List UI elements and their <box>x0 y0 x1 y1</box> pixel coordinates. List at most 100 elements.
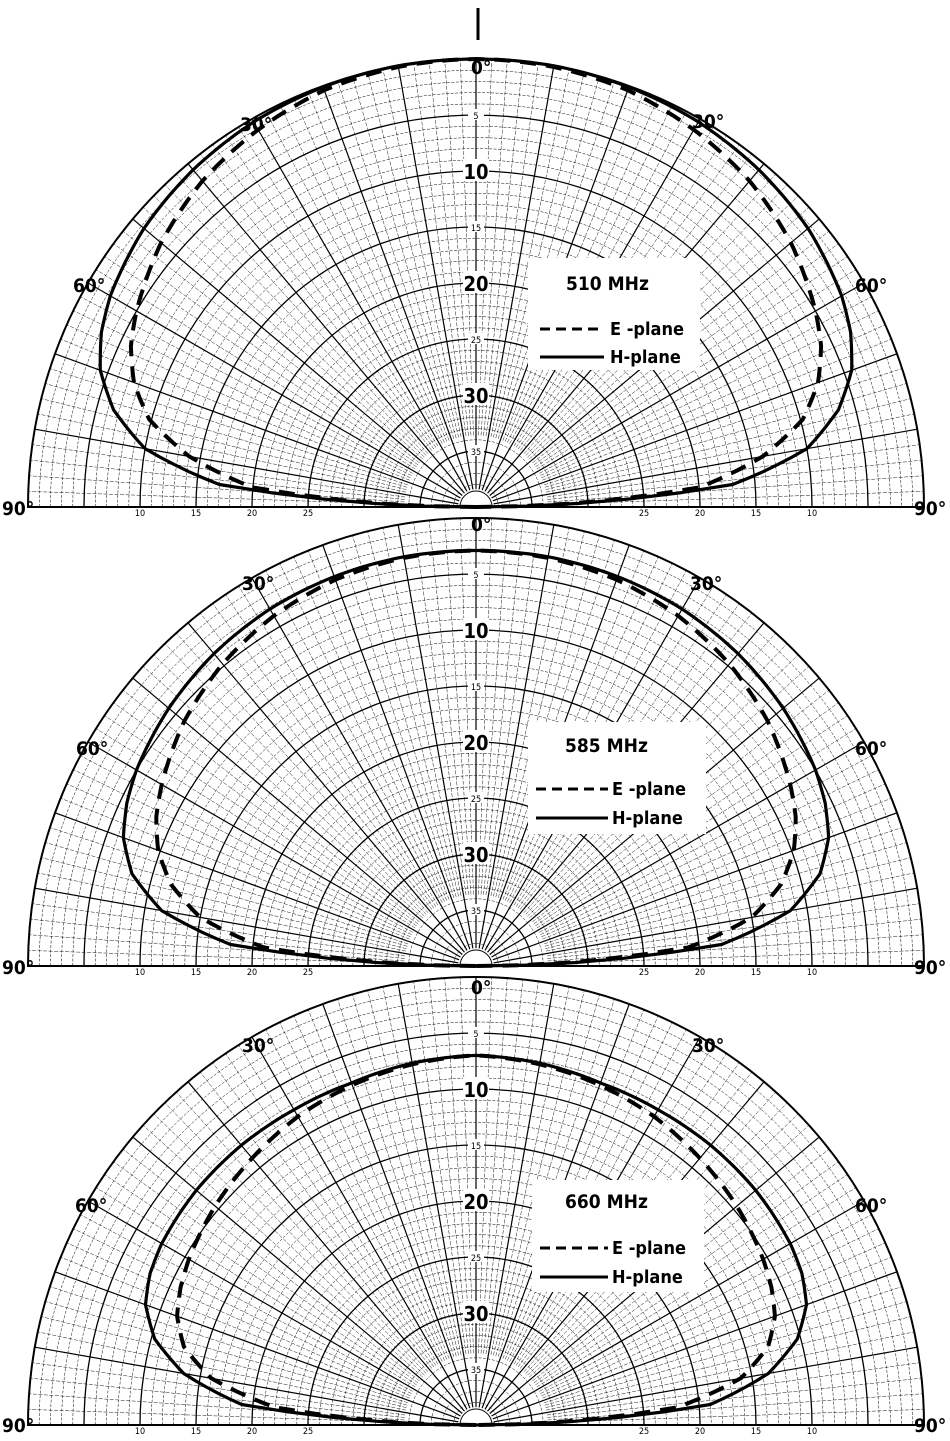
radial-tick-label: 35 <box>471 907 481 917</box>
grid-radial <box>397 983 474 1408</box>
radial-tick-bg <box>463 383 489 405</box>
grid-radial <box>478 524 555 949</box>
radial-tick-label: 15 <box>471 224 481 234</box>
polar-grid: 5 10 15 20 25 30 35 10 10 15 15 20 20 25 25 <box>26 58 926 519</box>
baseline-tick-label: 10 <box>135 509 145 519</box>
grid-radial <box>225 1053 437 1366</box>
grid-radial <box>539 296 872 474</box>
grid-radial <box>66 783 411 938</box>
grid-radial <box>413 63 467 437</box>
grid-radial <box>546 1331 915 1411</box>
radial-tick-label: 35 <box>471 448 481 458</box>
radial-tick-bg <box>463 1189 489 1211</box>
baseline-tick-label: 20 <box>247 509 257 519</box>
grid-radial <box>225 135 437 448</box>
radial-tick-bg <box>468 445 484 456</box>
grid-radial <box>212 144 435 450</box>
grid-radial <box>542 1256 892 1399</box>
grid-radial <box>478 983 555 1408</box>
grid-radial <box>212 603 435 909</box>
legend-h-plane-label: H-plane <box>612 1267 683 1288</box>
angle-label-30-right: 30° <box>690 573 722 595</box>
grid-radial <box>352 535 457 898</box>
grid-radial <box>73 310 412 476</box>
grid-radial <box>122 1149 420 1382</box>
grid-radial <box>483 520 524 895</box>
grid-radial <box>478 65 555 490</box>
grid-radial <box>142 207 423 460</box>
grid-radial <box>542 797 892 940</box>
polar-labels: 0° 30° 30° 60° 60° 90° 90° 585 MHz E -pl… <box>2 514 946 979</box>
radial-tick-label: 30 <box>463 1302 488 1326</box>
grid-radial <box>279 1022 445 1361</box>
grid-radial <box>238 1044 439 1365</box>
grid-radial <box>60 338 410 481</box>
radial-tick-bg <box>463 618 489 640</box>
baseline-tick-label: 25 <box>303 1427 313 1436</box>
grid-radial <box>60 1256 410 1399</box>
angle-label-0: 0° <box>471 57 491 79</box>
grid-radial <box>95 269 416 470</box>
grid-radial <box>307 1009 450 1359</box>
grid-radial <box>485 522 539 896</box>
angle-label-30-right: 30° <box>692 1035 724 1057</box>
grid-radial <box>493 428 918 505</box>
baseline-tick-label: 25 <box>639 1427 649 1436</box>
baseline-tick-label: 10 <box>135 1427 145 1436</box>
polar-labels: 0° 30° 30° 60° 60° 90° 90° 660 MHz E -pl… <box>2 977 946 1437</box>
grid-radial <box>200 153 433 451</box>
grid-radial <box>337 998 455 1357</box>
grid-radial <box>544 368 903 486</box>
grid-radial <box>29 475 405 503</box>
legend-h-plane-label: H-plane <box>610 347 681 368</box>
grid-radial <box>49 1286 408 1404</box>
grid-radial <box>30 1377 405 1418</box>
radial-tick-bg <box>463 1077 489 1099</box>
grid-radial <box>492 1271 898 1420</box>
grid-radial <box>546 413 915 493</box>
grid-radial <box>493 72 585 438</box>
grid-radial <box>34 428 459 505</box>
grid-radial <box>493 531 585 897</box>
grid-circle <box>453 1402 499 1426</box>
grid-radial <box>122 690 420 923</box>
radial-tick-bg <box>468 1251 484 1262</box>
grid-radial <box>132 1136 463 1414</box>
grid-radial <box>113 243 419 466</box>
grid-radial <box>279 104 445 443</box>
grid-circle <box>341 831 611 967</box>
grid-radial <box>279 563 445 902</box>
grid-radial <box>200 612 433 910</box>
radial-tick-bg <box>463 271 489 293</box>
grid-radial <box>153 1113 425 1376</box>
angle-label-90-left: 90° <box>2 1415 34 1436</box>
angle-label-30-left: 30° <box>242 573 274 595</box>
grid-radial <box>34 887 459 964</box>
radial-tick-label: 5 <box>473 112 478 122</box>
grid-radial <box>176 632 429 913</box>
grid-radial <box>545 857 911 949</box>
angle-label-60-left: 60° <box>76 738 108 760</box>
grid-radial <box>483 61 524 436</box>
grid-radial <box>87 1200 461 1417</box>
grid-radial <box>540 1228 879 1394</box>
grid-radial <box>49 368 408 486</box>
grid-radial <box>104 1174 417 1386</box>
grid-circle <box>453 484 499 508</box>
grid-radial <box>60 797 410 940</box>
baseline-tick-label: 10 <box>807 509 817 519</box>
angle-label-30-left: 30° <box>242 1035 274 1057</box>
grid-radial <box>200 1071 433 1369</box>
polar-panel-660mhz: 5 10 15 20 25 30 35 10 10 15 15 20 20 25 25 0° 30° 30°… <box>2 976 946 1437</box>
angle-label-60-right: 60° <box>855 1195 887 1217</box>
grid-radial <box>32 903 406 957</box>
grid-radial <box>322 544 471 950</box>
grid-circle <box>330 820 622 967</box>
radial-tick-label: 20 <box>463 731 488 755</box>
grid-radial <box>32 1362 406 1416</box>
grid-radial <box>66 1242 411 1397</box>
grid-circle <box>352 383 600 508</box>
angle-label-60-right: 60° <box>855 275 887 297</box>
